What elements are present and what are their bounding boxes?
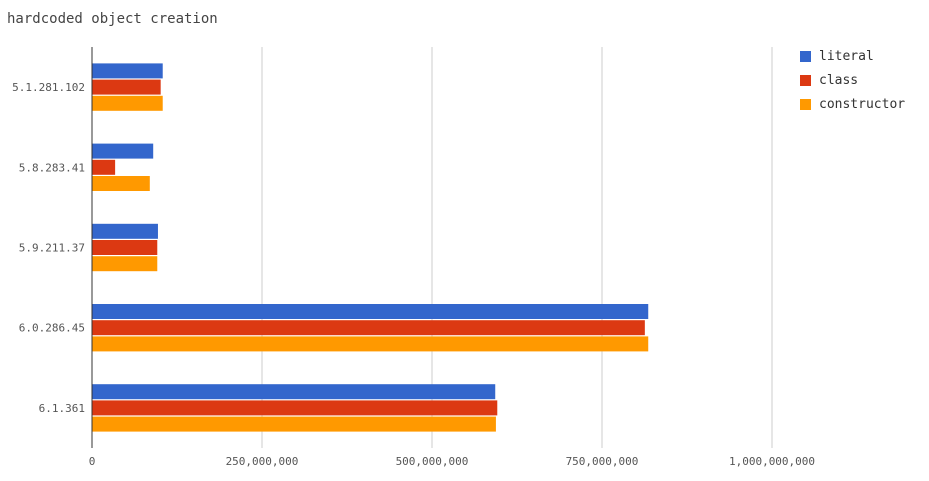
chart-title: hardcoded object creation — [7, 11, 218, 27]
legend-label: constructor — [819, 96, 906, 112]
x-tick-label: 1,000,000,000 — [729, 455, 815, 468]
x-tick-label: 0 — [89, 455, 96, 468]
y-tick-label: 5.8.283.41 — [19, 161, 85, 174]
bar-class — [92, 240, 158, 255]
x-axis-labels: 0 250,000,000 500,000,000 750,000,000 1,000,… — [89, 455, 815, 468]
x-tick-label: 500,000,000 — [396, 455, 469, 468]
x-tick-label: 750,000,000 — [566, 455, 639, 468]
bar-class — [92, 79, 161, 95]
bar-class — [92, 400, 498, 416]
x-tick-label: 250,000,000 — [226, 455, 299, 468]
legend-swatch — [800, 74, 811, 86]
legend: literal class constructor — [800, 44, 905, 116]
y-axis-labels: 5.1.281.102 5.8.283.41 5.9.211.37 6.0.286.4… — [12, 81, 85, 415]
legend-label: class — [819, 72, 859, 88]
bar-literal — [92, 384, 496, 400]
bars — [92, 63, 649, 432]
bar-constructor — [92, 176, 150, 191]
bar-constructor — [92, 336, 649, 352]
gridlines — [261, 47, 773, 448]
bar-class — [92, 159, 116, 175]
legend-item-literal: literal — [800, 44, 905, 68]
bar-class — [92, 320, 645, 336]
bar-constructor — [92, 95, 163, 111]
bar-literal — [92, 143, 154, 159]
bar-literal — [92, 63, 163, 79]
bar-constructor — [92, 256, 158, 272]
y-tick-label: 6.0.286.45 — [19, 322, 85, 335]
y-tick-label: 5.9.211.37 — [19, 242, 85, 255]
y-tick-label: 6.1.361 — [39, 402, 85, 415]
y-tick-label: 5.1.281.102 — [12, 81, 85, 94]
legend-item-constructor: constructor — [800, 92, 905, 116]
legend-swatch — [800, 98, 811, 110]
bar-literal — [92, 304, 649, 319]
bar-literal — [92, 223, 158, 239]
legend-swatch — [800, 50, 811, 62]
legend-item-class: class — [800, 68, 905, 92]
bar-constructor — [92, 416, 496, 432]
legend-label: literal — [819, 48, 874, 64]
